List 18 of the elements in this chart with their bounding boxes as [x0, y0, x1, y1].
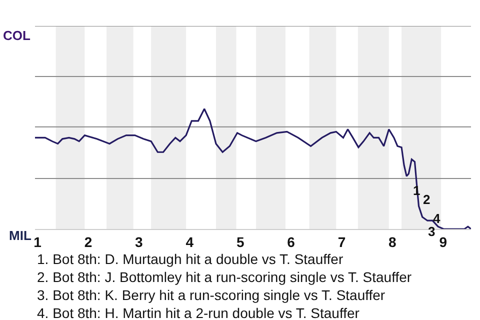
- annotation: 3: [428, 224, 436, 239]
- annotation: 4: [433, 211, 441, 226]
- x-tick-label: 1: [34, 234, 42, 250]
- x-tick-label: 5: [236, 234, 244, 250]
- x-tick-label: 9: [439, 234, 448, 250]
- text: 4. Bot 8th: H. Martin hit a 2-run double vs T. Stauffer: [37, 305, 360, 320]
- text: 2. Bot 8th: J. Bottomley hit a run-scoring single vs T. Stauffer: [37, 269, 412, 285]
- x-tick-label: 7: [338, 234, 346, 250]
- x-tick-label: 8: [388, 234, 397, 250]
- text: 1. Bot 8th: D. Murtaugh hit a double vs T. Stauffer: [37, 251, 344, 267]
- x-tick-label: 3: [135, 234, 144, 250]
- text: MIL: [9, 228, 32, 243]
- x-tick-label: 4: [186, 234, 194, 250]
- x-tick-label: 6: [287, 234, 296, 250]
- x-tick-label: 2: [84, 234, 92, 250]
- text: COL: [3, 28, 30, 43]
- annotation: 2: [423, 192, 430, 207]
- text: 3. Bot 8th: K. Berry hit a run-scoring single vs T. Stauffer: [37, 287, 386, 303]
